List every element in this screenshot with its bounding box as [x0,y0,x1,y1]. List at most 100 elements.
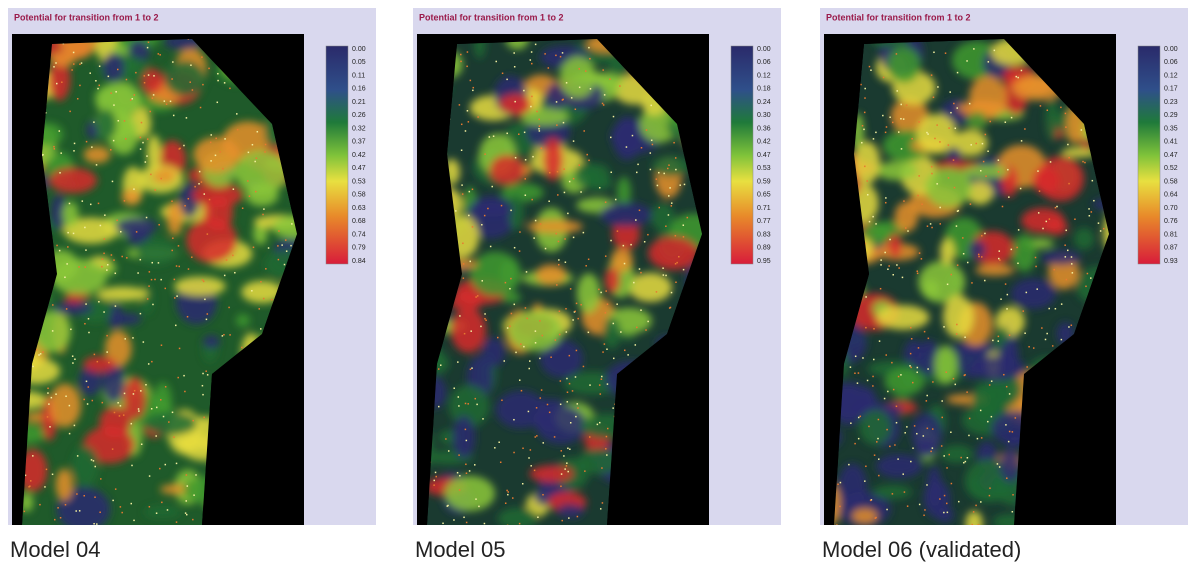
legend-label: 0.65 [757,192,771,199]
map-speckle [555,55,557,57]
map-speckle [657,185,659,187]
map-speckle [981,235,983,237]
map-speckle [864,112,866,114]
map-speckle [571,97,573,99]
map-speckle [651,140,653,142]
map-speckle [118,120,120,122]
map-speckle [205,370,207,372]
map-speckle [950,112,952,114]
map-speckle [115,305,117,307]
map-speckle [566,462,568,464]
map-speckle [497,337,499,339]
map-speckle [966,60,968,62]
map-speckle [203,281,205,283]
map-speckle [577,516,579,518]
map-speckle [484,215,486,217]
map-speckle [224,82,226,84]
map-speckle [203,417,205,419]
map-speckle [509,288,511,290]
map-speckle [188,268,190,270]
map-speckle [160,178,162,180]
legend-label: 0.87 [1164,245,1178,252]
map-speckle [927,225,929,227]
map-speckle [504,360,506,362]
map-speckle [862,125,864,127]
map-speckle [554,436,556,438]
map-speckle [477,116,479,118]
map-speckle [86,141,88,143]
map-speckle [539,125,541,127]
panels: Potential for transition from 1 to 20.00… [0,0,1193,530]
map-speckle [606,454,608,456]
map-speckle [137,272,139,274]
map-speckle [567,471,569,473]
map-speckle [1100,230,1102,232]
legend-label: 0.93 [1164,258,1178,265]
map-speckle [1046,333,1048,335]
map-speckle [837,484,839,486]
map-speckle [453,387,455,389]
map-speckle [889,446,891,448]
map-speckle [1021,140,1023,142]
map-speckle [95,80,97,82]
map-speckle [566,331,568,333]
map-patch [167,201,183,236]
map-speckle [564,238,566,240]
map-patch [95,109,116,140]
map-patch [136,238,176,266]
map-speckle [224,275,226,277]
map-speckle [658,172,660,174]
map-speckle [531,63,533,65]
map-speckle [290,245,292,247]
map-speckle [530,59,532,61]
panel: Potential for transition from 1 to 20.00… [0,8,376,530]
map-speckle [507,494,509,496]
map-speckle [165,464,167,466]
map-speckle [514,66,516,68]
map-speckle [903,200,905,202]
map-speckle [548,201,550,203]
map-speckle [921,204,923,206]
map-speckle [167,509,169,511]
map-speckle [73,63,75,64]
map-speckle [652,144,654,146]
map-speckle [484,153,486,155]
map-speckle [878,475,880,477]
map-speckle [548,67,550,69]
map-speckle [145,384,147,386]
map-speckle [950,274,952,276]
map-speckle [572,390,574,392]
map-speckle [640,272,642,274]
map-speckle [605,448,607,450]
map-speckle [179,348,181,350]
map-speckle [472,226,474,228]
map-speckle [570,288,572,290]
map-speckle [61,81,63,83]
map-speckle [936,124,938,126]
map-speckle [458,454,460,456]
map-speckle [585,70,587,72]
map-speckle [635,219,637,221]
map-speckle [909,365,911,367]
map-speckle [984,233,986,235]
map-speckle [687,217,689,219]
map-patch [49,384,81,428]
map-speckle [860,416,862,418]
map-speckle [981,437,983,439]
map-speckle [513,52,515,54]
map-patch [1012,234,1037,272]
legend-label: 0.00 [757,46,771,53]
map-speckle [542,335,544,337]
map-speckle [168,421,170,423]
map-speckle [172,61,174,63]
map-speckle [455,210,457,212]
map-speckle [948,177,950,179]
legend-label: 0.37 [352,139,366,146]
map-speckle [675,157,677,159]
map-speckle [968,435,970,437]
map-speckle [79,63,81,64]
map-speckle [515,352,517,354]
map-speckle [864,166,866,168]
map-speckle [140,313,142,315]
map-speckle [121,512,123,514]
